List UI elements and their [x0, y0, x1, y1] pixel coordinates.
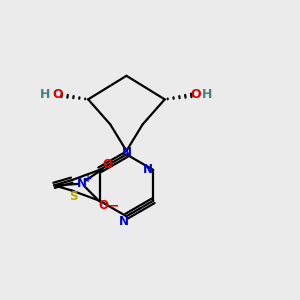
Text: O: O — [102, 158, 112, 171]
Text: N: N — [77, 177, 87, 190]
Text: O: O — [190, 88, 201, 101]
Text: +: + — [84, 174, 92, 184]
Text: H: H — [202, 88, 213, 101]
Text: O: O — [98, 200, 109, 212]
Text: H: H — [40, 88, 51, 101]
Text: N: N — [143, 164, 153, 176]
Text: N: N — [118, 215, 128, 228]
Text: N: N — [122, 146, 131, 159]
Text: S: S — [69, 190, 77, 203]
Text: O: O — [52, 88, 63, 101]
Text: −: − — [108, 200, 119, 212]
